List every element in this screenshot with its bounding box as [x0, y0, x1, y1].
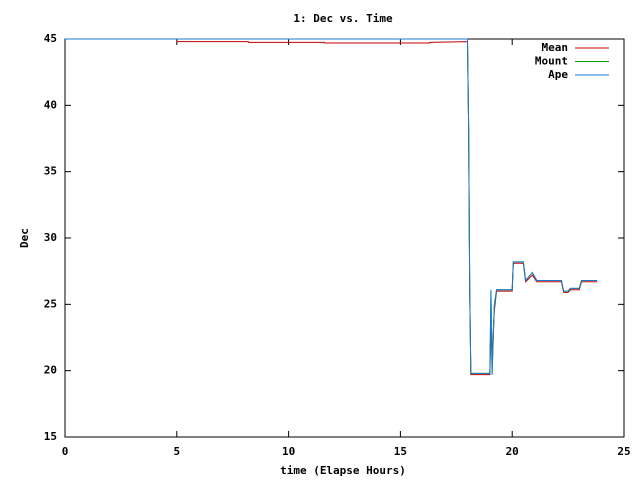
y-tick-label: 25 — [44, 297, 57, 310]
x-tick-label: 25 — [617, 445, 630, 458]
legend-label: Mount — [535, 55, 568, 68]
x-axis-label: time (Elapse Hours) — [280, 464, 406, 477]
y-tick-label: 35 — [44, 165, 57, 178]
y-tick-label: 30 — [44, 231, 57, 244]
chart-title: 1: Dec vs. Time — [293, 12, 393, 25]
x-tick-label: 10 — [282, 445, 295, 458]
x-tick-label: 0 — [62, 445, 69, 458]
series-line — [65, 38, 598, 375]
y-tick-label: 20 — [44, 364, 57, 377]
y-tick-label: 45 — [44, 32, 57, 45]
x-tick-label: 5 — [173, 445, 180, 458]
y-axis-label: Dec — [18, 228, 31, 248]
legend-label: Ape — [548, 68, 568, 81]
x-tick-label: 20 — [506, 445, 519, 458]
y-tick-label: 15 — [44, 430, 57, 443]
y-tick-label: 40 — [44, 98, 57, 111]
legend-label: Mean — [542, 41, 569, 54]
x-tick-label: 15 — [394, 445, 407, 458]
